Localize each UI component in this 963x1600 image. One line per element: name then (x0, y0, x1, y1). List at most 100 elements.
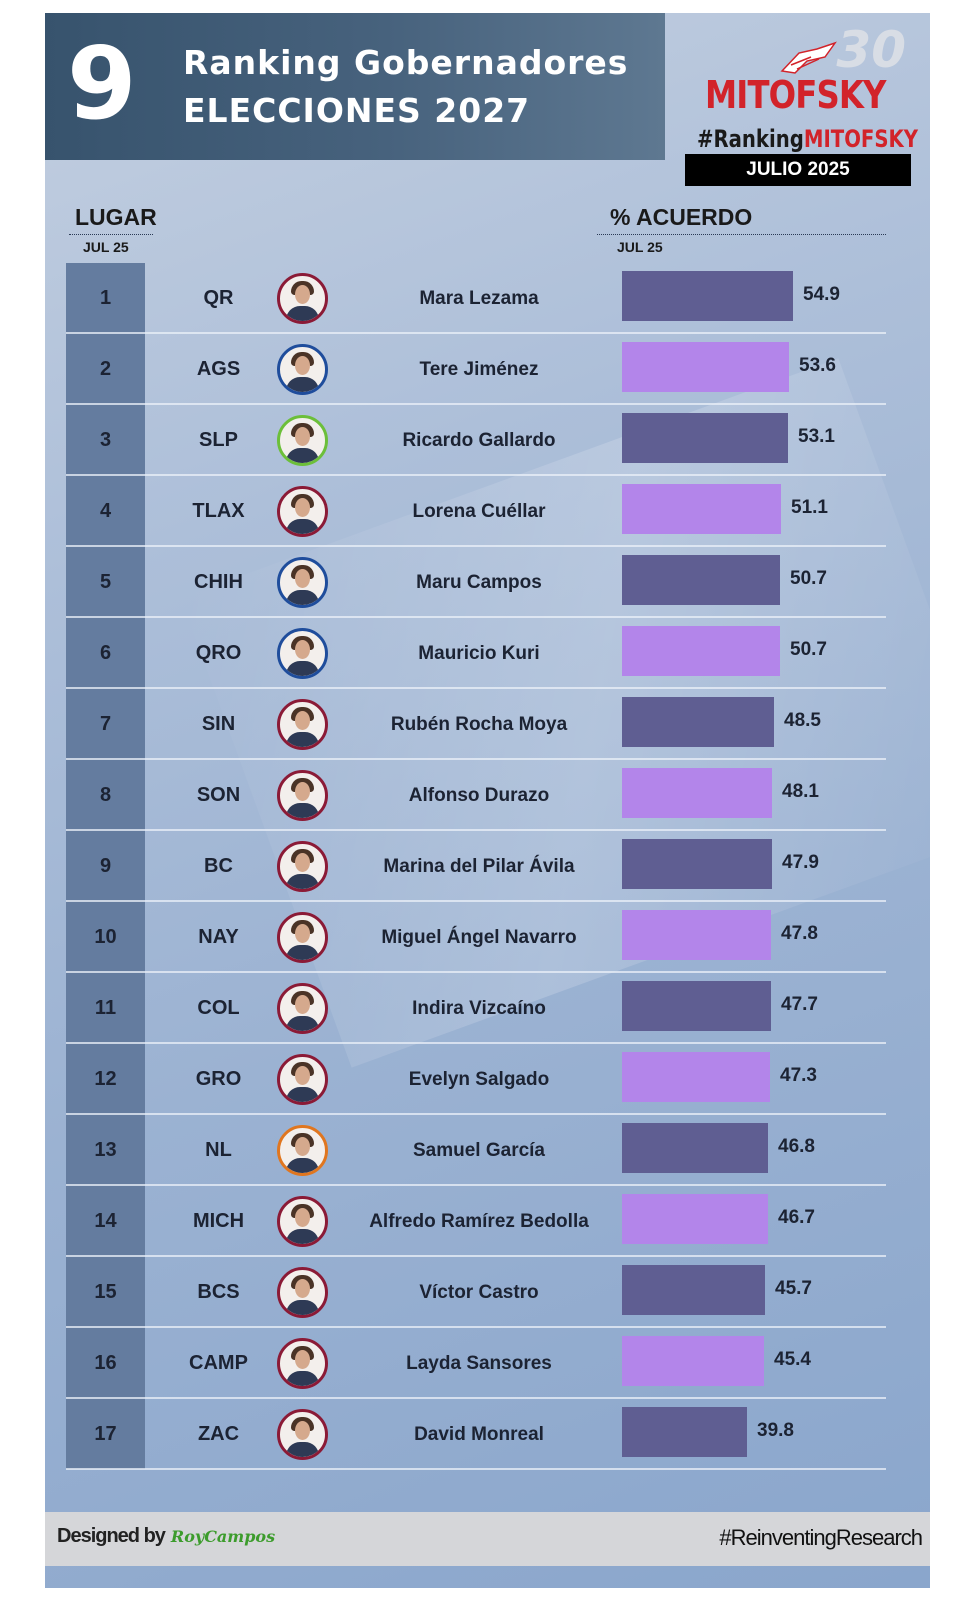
row-divider (66, 403, 886, 405)
row-divider (66, 1468, 886, 1470)
value-label: 39.8 (757, 1420, 794, 1441)
state-code: CAMP (189, 1352, 248, 1374)
governor-name: Víctor Castro (419, 1282, 539, 1303)
value-label: 48.5 (784, 710, 821, 731)
ranking-number: 9 (67, 25, 137, 142)
avatar (277, 1196, 328, 1247)
avatar (277, 1338, 328, 1389)
avatar (277, 1125, 328, 1176)
rank-number: 1 (99, 287, 112, 309)
avatar (277, 557, 328, 608)
avatar (277, 486, 328, 537)
value-bar (622, 1194, 768, 1244)
value-label: 50.7 (790, 639, 827, 660)
row-divider (66, 758, 886, 760)
avatar (277, 415, 328, 466)
title-line-2: ELECCIONES 2027 (183, 91, 531, 130)
state-code: SIN (201, 713, 236, 735)
footer-hashtag: #ReinventingResearch (719, 1525, 923, 1550)
value-bar (622, 484, 781, 534)
lugar-header-rule (69, 234, 153, 235)
acuerdo-header-rule (597, 234, 886, 235)
state-code: GRO (195, 1068, 242, 1090)
row-divider (66, 1113, 886, 1115)
state-code: QRO (195, 642, 242, 664)
avatar (277, 1267, 328, 1318)
state-code: COL (197, 997, 240, 1019)
value-label: 53.6 (799, 355, 836, 376)
value-label: 48.1 (782, 781, 819, 802)
state-code: QR (203, 287, 234, 309)
avatar (277, 912, 328, 963)
value-bar (622, 1336, 764, 1386)
value-bar (622, 697, 774, 747)
value-bar (622, 1052, 770, 1102)
row-divider (66, 829, 886, 831)
rank-number: 14 (94, 1210, 117, 1232)
governor-name: Lorena Cuéllar (412, 501, 546, 522)
rank-number: 17 (94, 1423, 117, 1445)
state-code: ZAC (197, 1423, 240, 1445)
avatar (277, 628, 328, 679)
ranking-row: 13 NL Samuel García 46.8 (66, 1115, 886, 1186)
governor-name: Maru Campos (416, 572, 542, 593)
ranking-row: 9 BC Marina del Pilar Ávila 47.9 (66, 831, 886, 902)
ranking-row: 7 SIN Rubén Rocha Moya 48.5 (66, 689, 886, 760)
governor-name: Indira Vizcaíno (412, 998, 546, 1019)
rank-number: 2 (99, 358, 112, 380)
row-divider (66, 687, 886, 689)
ranking-card: 9 Ranking Gobernadores ELECCIONES 2027 3… (45, 13, 930, 1588)
value-bar (622, 626, 780, 676)
state-code: BCS (197, 1281, 240, 1303)
value-bar (622, 981, 771, 1031)
lugar-column-header: LUGAR (75, 204, 157, 230)
value-label: 47.8 (781, 923, 818, 944)
rank-number: 15 (94, 1281, 117, 1303)
value-bar (622, 1407, 747, 1457)
value-bar (622, 413, 788, 463)
governor-name: Mauricio Kuri (418, 643, 540, 664)
state-code: NL (205, 1139, 232, 1161)
governor-name: Rubén Rocha Moya (390, 714, 568, 735)
ranking-row: 15 BCS Víctor Castro 45.7 (66, 1257, 886, 1328)
acuerdo-column-subheader: JUL 25 (617, 239, 663, 255)
ranking-row: 14 MICH Alfredo Ramírez Bedolla 46.7 (66, 1186, 886, 1257)
row-divider (66, 1255, 886, 1257)
ranking-row: 10 NAY Miguel Ángel Navarro 47.8 (66, 902, 886, 973)
rank-number: 13 (94, 1139, 117, 1161)
ranking-row: 1 QR Mara Lezama 54.9 (66, 263, 886, 334)
anniversary-number: 30 (836, 21, 906, 79)
row-divider (66, 1397, 886, 1399)
state-code: SON (196, 784, 241, 806)
value-label: 51.1 (791, 497, 828, 518)
value-label: 50.7 (790, 568, 827, 589)
rank-number: 4 (99, 500, 112, 522)
value-bar (622, 1265, 765, 1315)
governor-name: David Monreal (414, 1424, 544, 1445)
ranking-row: 4 TLAX Lorena Cuéllar 51.1 (66, 476, 886, 547)
rank-number: 3 (99, 429, 112, 451)
state-code: BC (204, 855, 233, 877)
value-label: 46.7 (778, 1207, 815, 1228)
state-code: TLAX (192, 500, 245, 522)
rank-number: 11 (94, 997, 117, 1019)
rank-number: 12 (94, 1068, 117, 1090)
value-label: 47.9 (782, 852, 819, 873)
state-code: CHIH (194, 571, 243, 593)
governor-name: Miguel Ángel Navarro (381, 927, 577, 948)
ranking-row: 3 SLP Ricardo Gallardo 53.1 (66, 405, 886, 476)
state-code: AGS (196, 358, 241, 380)
value-bar (622, 342, 789, 392)
lugar-column-subheader: JUL 25 (83, 239, 129, 255)
title-band: 9 Ranking Gobernadores ELECCIONES 2027 (45, 13, 665, 160)
rank-number: 6 (99, 642, 112, 664)
ranking-row: 2 AGS Tere Jiménez 53.6 (66, 334, 886, 405)
governor-name: Samuel García (412, 1140, 546, 1161)
avatar (277, 770, 328, 821)
value-label: 46.8 (778, 1136, 815, 1157)
designer-signature: RoyCampos (170, 1527, 276, 1546)
row-divider (66, 1042, 886, 1044)
rank-column (66, 263, 145, 1469)
governor-name: Tere Jiménez (419, 359, 539, 380)
ranking-row: 17 ZAC David Monreal 39.8 (66, 1399, 886, 1470)
